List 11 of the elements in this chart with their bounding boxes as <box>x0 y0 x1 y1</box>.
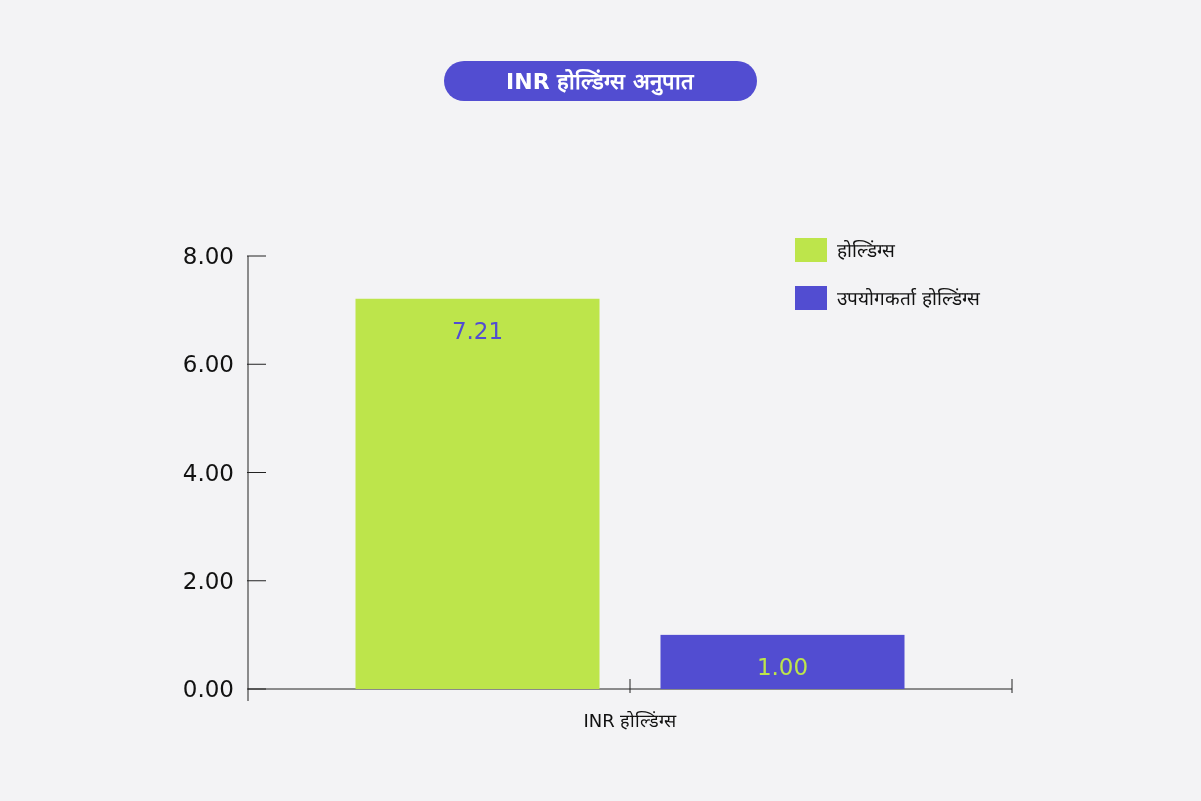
data-label: 7.21 <box>451 317 504 344</box>
y-tick-label: 4.00 <box>182 459 234 486</box>
data-label: 1.00 <box>756 653 809 680</box>
chart-title: INR होल्डिंग्स अनुपात <box>506 68 695 96</box>
legend-label: होल्डिंग्स <box>837 239 896 261</box>
x-tick-label: INR होल्डिंग्स <box>583 710 678 731</box>
y-tick-label: 2.00 <box>182 567 234 594</box>
y-tick-label: 6.00 <box>182 351 234 378</box>
y-tick-label: 0.00 <box>182 676 234 702</box>
y-tick-label: 8.00 <box>182 243 234 269</box>
legend-label: उपयोगकर्ता होल्डिंग्स <box>837 287 982 309</box>
